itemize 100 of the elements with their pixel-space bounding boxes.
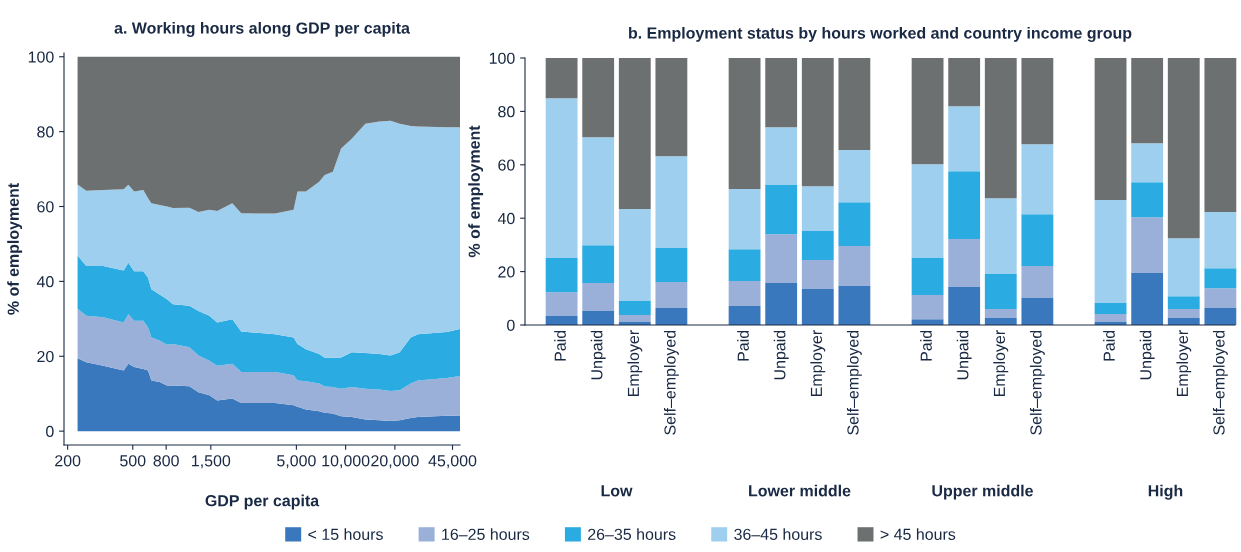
bar — [801, 186, 834, 232]
bar — [1204, 288, 1237, 308]
bar — [618, 58, 651, 210]
bar — [618, 209, 651, 301]
bar — [1167, 308, 1200, 319]
x-tick-label: Paid — [920, 330, 932, 361]
y-axis-title: % of employment — [7, 183, 23, 315]
bar — [582, 283, 615, 312]
bar — [728, 58, 761, 190]
bar — [1131, 182, 1164, 218]
y-tick-label: 60 — [37, 201, 54, 213]
bar — [655, 307, 688, 325]
bar — [1094, 314, 1127, 323]
y-tick-label: 20 — [37, 350, 54, 363]
bar — [582, 311, 615, 325]
legend-label: < 15 hours — [308, 528, 383, 540]
bar — [948, 171, 981, 240]
bar — [765, 283, 798, 325]
bar — [984, 58, 1017, 199]
text: Lower middle — [749, 484, 851, 497]
bar — [765, 127, 798, 186]
bar — [838, 202, 871, 246]
y-tick-label: 0 — [46, 425, 54, 438]
x-tick-label: 1,500 — [192, 455, 231, 469]
x-tick-label: Unpaid — [773, 330, 789, 380]
y-tick-label: 80 — [37, 126, 54, 138]
bar — [1204, 58, 1237, 213]
bar — [801, 260, 834, 289]
bar — [948, 106, 981, 172]
bar — [838, 286, 871, 325]
x-tick-label: 10,000 — [322, 455, 370, 469]
bar — [1021, 144, 1054, 215]
chart-title: a. Working hours along GDP per capita — [114, 21, 411, 37]
bar — [655, 58, 688, 157]
legend-label: 26–35 hours — [588, 528, 676, 540]
x-tick-label: Self–employed — [663, 330, 679, 435]
y-axis-title: % of employment — [468, 125, 484, 258]
x-tick-label: Employer — [810, 330, 826, 397]
bar — [801, 288, 834, 325]
x-tick-label: Self–employed — [1029, 330, 1045, 435]
x-tick-label: Paid — [1103, 330, 1115, 361]
bar — [838, 58, 871, 151]
x-tick-label: Employer — [627, 330, 643, 397]
bar — [545, 58, 578, 99]
x-tick-label: 200 — [55, 455, 81, 467]
bar — [582, 58, 615, 138]
bar — [1131, 217, 1164, 273]
bar — [801, 58, 834, 187]
bar — [1131, 143, 1164, 183]
bar — [1131, 272, 1164, 325]
bar — [1167, 238, 1200, 297]
bar — [1094, 200, 1127, 304]
bar — [1204, 212, 1237, 269]
x-tick-label: Unpaid — [956, 330, 972, 380]
bar — [582, 137, 615, 246]
bar — [655, 248, 688, 283]
text: Low — [601, 485, 633, 497]
bar — [1131, 58, 1164, 144]
bar — [911, 58, 944, 165]
bar — [545, 292, 578, 316]
bar — [1204, 268, 1237, 289]
bar — [545, 98, 578, 258]
text: Upper middle — [932, 484, 1033, 500]
legend-label: > 45 hours — [880, 528, 956, 540]
bar — [838, 150, 871, 203]
x-axis-title: GDP per capita — [205, 494, 320, 510]
bar — [911, 257, 944, 296]
bar — [728, 249, 761, 281]
x-tick-label: Self–employed — [1212, 330, 1228, 435]
bar — [948, 239, 981, 288]
y-tick-label: 40 — [36, 276, 54, 288]
x-tick-label: Paid — [737, 330, 749, 361]
bar — [1021, 298, 1054, 325]
bar — [1021, 265, 1054, 299]
y-tick-label: 60 — [498, 159, 515, 171]
bar — [765, 234, 798, 284]
bar — [545, 257, 578, 293]
bar — [765, 185, 798, 235]
x-tick-label: Unpaid — [590, 330, 606, 380]
x-tick-label: 500 — [120, 455, 146, 467]
bar — [948, 287, 981, 325]
x-tick-label: Self–employed — [846, 330, 862, 435]
bar — [801, 231, 834, 261]
x-tick-label: Employer — [993, 330, 1009, 397]
bar — [984, 198, 1017, 274]
bar — [655, 156, 688, 249]
x-tick-label: 20,000 — [371, 455, 419, 469]
bar — [948, 58, 981, 107]
bar — [618, 300, 651, 316]
bar — [655, 282, 688, 308]
x-tick-label: Unpaid — [1139, 330, 1155, 380]
bar — [838, 245, 871, 287]
y-tick-label: 100 — [489, 52, 515, 64]
x-tick-label: 5,000 — [277, 455, 316, 469]
bar — [728, 189, 761, 250]
y-tick-label: 0 — [507, 319, 515, 331]
bar — [911, 295, 944, 320]
bar — [1094, 303, 1127, 315]
legend-label: 36–45 hours — [734, 528, 822, 540]
x-tick-label: 800 — [153, 455, 179, 467]
